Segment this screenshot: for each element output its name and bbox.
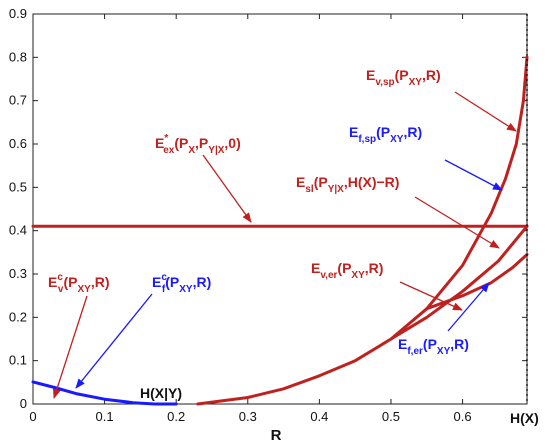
y-tick-label: 0.3	[9, 266, 27, 281]
ef-sp-arrow	[444, 159, 503, 191]
eex-arrow	[202, 154, 252, 223]
x-tick-label: 0.6	[454, 409, 472, 424]
x-tick-label: 0.2	[167, 409, 185, 424]
hx-label: H(X)	[510, 410, 539, 426]
axis-ticks: 0 0.1 0.2 0.3 0.4 0.5 0.6 0 0.1 0.2 0.3 0.4 0.5 0.6 0.…	[9, 6, 527, 424]
y-tick-label: 0.4	[9, 223, 27, 238]
efc-arrow	[75, 293, 153, 389]
hxy-label: H(X|Y)	[140, 385, 182, 401]
x-tick-label: 0.3	[239, 409, 257, 424]
series-line-5	[31, 380, 178, 406]
series-line-2	[196, 55, 529, 406]
y-tick-label: 0.7	[9, 93, 27, 108]
x-tick-label: 0.1	[96, 409, 114, 424]
efc-label: Ec f(PXY,R)	[152, 272, 211, 295]
ef-sp-label: Ef,sp(PXY,R)	[349, 124, 422, 145]
series-line-4	[425, 253, 529, 311]
evc-arrow	[52, 295, 88, 399]
evc-label: Ec v(PXY,R)	[48, 272, 109, 295]
y-tick-label: 0.1	[9, 353, 27, 368]
esl-label: Esl(PY|X,H(X)−R)	[296, 174, 399, 195]
y-tick-label: 0.9	[9, 6, 27, 21]
x-tick-label: 0.4	[310, 409, 328, 424]
series-layer	[31, 55, 529, 406]
y-tick-label: 0.5	[9, 179, 27, 194]
x-tick-label: 0.5	[382, 409, 400, 424]
ev-er-label: Ev,er(PXY,R)	[311, 260, 383, 281]
ev-sp-arrow	[454, 91, 517, 132]
esl-arrow	[414, 196, 500, 249]
ef-er-arrow	[447, 282, 490, 332]
y-tick-label: 0.6	[9, 136, 27, 151]
ef-er-label: Ef,er(PXY,R)	[398, 336, 469, 357]
ev-er-arrow	[399, 281, 463, 311]
y-tick-label: 0	[20, 396, 27, 411]
ev-sp-label: Ev,sp(PXY,R)	[366, 67, 441, 88]
series-line-3	[389, 224, 529, 341]
eex-label: E* ex(PX,PY|X,0)	[155, 133, 241, 156]
x-axis-label: R	[271, 427, 282, 444]
y-tick-label: 0.8	[9, 49, 27, 64]
x-tick-label: 0	[29, 409, 36, 424]
y-tick-label: 0.2	[9, 309, 27, 324]
